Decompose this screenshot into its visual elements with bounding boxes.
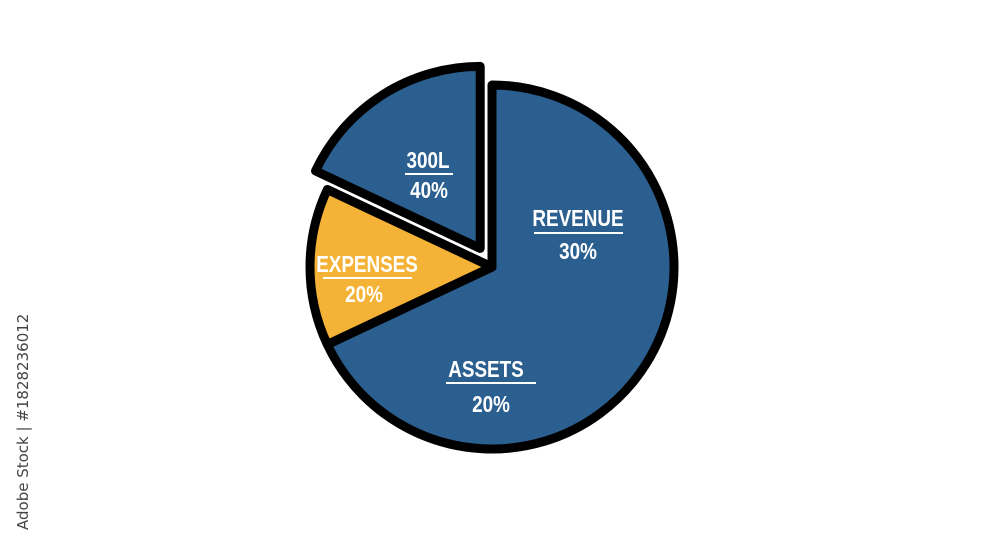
- label-expenses: EXPENSES 20%: [316, 252, 418, 307]
- watermark-text: Adobe Stock | #1828236012: [14, 314, 32, 530]
- slice-percent: 30%: [559, 239, 597, 264]
- label-assets: ASSETS 20%: [446, 357, 536, 417]
- pie-slice-300l: [311, 61, 485, 253]
- slice-percent: 20%: [345, 282, 383, 307]
- slice-label: 300L: [407, 148, 450, 173]
- slice-label: REVENUE: [532, 206, 623, 231]
- slice-label: ASSETS: [448, 357, 523, 382]
- slice-percent: 40%: [410, 178, 448, 203]
- label-300l: 300L 40%: [405, 148, 453, 203]
- slice-label: EXPENSES: [316, 252, 418, 277]
- pie-slice-expenses: [305, 185, 497, 349]
- label-revenue: REVENUE 30%: [532, 206, 623, 264]
- slice-percent: 20%: [472, 392, 510, 417]
- pie-slice-main: [322, 80, 679, 454]
